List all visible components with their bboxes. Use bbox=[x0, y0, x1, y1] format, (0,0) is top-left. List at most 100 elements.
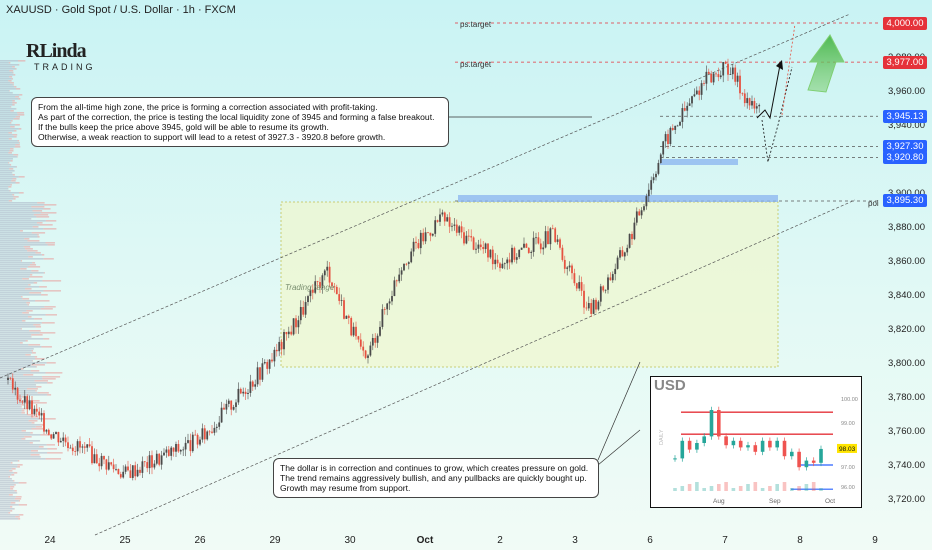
candle-body bbox=[203, 428, 206, 440]
volume-profile-bar bbox=[13, 74, 16, 76]
candle-body bbox=[295, 318, 297, 328]
volume-profile-bar bbox=[0, 274, 30, 276]
volume-profile-bar bbox=[0, 508, 15, 510]
volume-profile-bar bbox=[0, 404, 22, 406]
x-tick-label: 6 bbox=[647, 535, 653, 546]
volume-profile-bar bbox=[22, 312, 29, 314]
candle-body bbox=[364, 350, 367, 358]
candle-body bbox=[191, 434, 194, 452]
volume-profile-bar bbox=[31, 334, 43, 336]
volume-profile-bar bbox=[42, 376, 61, 378]
candle-body bbox=[667, 134, 669, 144]
volume-profile-bar bbox=[0, 198, 14, 200]
candle-body bbox=[187, 440, 189, 443]
volume-profile-bar bbox=[0, 118, 14, 120]
candle-body bbox=[511, 247, 513, 263]
volume-profile-bar bbox=[0, 452, 48, 454]
volume-profile-bar bbox=[17, 466, 20, 468]
volume-profile-bar bbox=[33, 324, 41, 326]
volume-profile-bar bbox=[0, 242, 46, 244]
volume-profile-bar bbox=[11, 120, 13, 122]
candle-body bbox=[503, 263, 506, 265]
inset-candle-body bbox=[746, 445, 750, 448]
candle-body bbox=[571, 265, 573, 274]
volume-profile-bar bbox=[0, 168, 10, 170]
volume-profile-bar bbox=[37, 202, 45, 204]
candle-body bbox=[38, 411, 41, 416]
volume-profile-bar bbox=[0, 248, 26, 250]
candle-body bbox=[31, 400, 33, 415]
candle-body bbox=[655, 173, 657, 178]
volume-profile-bar bbox=[43, 204, 57, 206]
candle-body bbox=[700, 83, 703, 95]
volume-profile-bar bbox=[8, 132, 13, 134]
volume-profile-bar bbox=[20, 342, 23, 344]
inset-x-tick: Aug bbox=[713, 498, 725, 505]
volume-profile-bar bbox=[35, 390, 37, 392]
volume-profile-bar bbox=[0, 206, 32, 208]
volume-profile-bar bbox=[9, 168, 14, 170]
volume-profile-bar bbox=[8, 494, 13, 496]
volume-profile-bar bbox=[41, 346, 52, 348]
candle-body bbox=[247, 392, 249, 394]
candle-body bbox=[249, 381, 252, 393]
candle-body bbox=[417, 243, 420, 249]
inset-volume-bar bbox=[673, 488, 677, 491]
inset-candle-body bbox=[790, 451, 794, 457]
candle-body bbox=[631, 233, 633, 240]
volume-profile-bar bbox=[0, 454, 31, 456]
price-levels bbox=[455, 22, 878, 202]
candle-body bbox=[151, 455, 153, 468]
volume-profile-bar bbox=[31, 450, 38, 452]
candle-body bbox=[652, 177, 655, 181]
inset-title: USD bbox=[654, 377, 686, 394]
volume-profile-bar bbox=[0, 188, 9, 190]
volume-profile-bar bbox=[39, 332, 56, 334]
volume-profile-bar bbox=[12, 178, 17, 180]
y-tick-label: 3,940.00 bbox=[888, 120, 925, 131]
candle-body bbox=[491, 249, 494, 265]
volume-profile-bar bbox=[0, 284, 29, 286]
candle-body bbox=[309, 289, 312, 297]
volume-profile-bar bbox=[0, 306, 45, 308]
volume-profile-bar bbox=[0, 246, 24, 248]
volume-profile-bar bbox=[0, 258, 44, 260]
volume-profile-bar bbox=[0, 492, 17, 494]
candle-body bbox=[743, 93, 746, 104]
volume-profile-bar bbox=[0, 138, 9, 140]
candle-body bbox=[717, 74, 720, 78]
note-line: The trend remains aggressively bullish, … bbox=[280, 473, 587, 483]
volume-profile-bar bbox=[26, 388, 38, 390]
candle-body bbox=[559, 239, 561, 248]
volume-profile-bar bbox=[0, 456, 41, 458]
volume-profile-bar bbox=[10, 164, 12, 166]
candle-body bbox=[359, 339, 362, 347]
candle-body bbox=[647, 189, 650, 197]
candle-body bbox=[398, 274, 401, 282]
candle-body bbox=[81, 446, 84, 448]
volume-profile-bar bbox=[0, 518, 19, 520]
volume-profile-bar bbox=[23, 246, 31, 248]
volume-profile-bar bbox=[39, 286, 47, 288]
candle-body bbox=[182, 449, 185, 451]
candle-body bbox=[400, 270, 403, 275]
volume-profile-bar bbox=[0, 110, 11, 112]
volume-profile-bar bbox=[42, 280, 62, 282]
volume-profile-bar bbox=[0, 178, 13, 180]
volume-profile-bar bbox=[0, 506, 10, 508]
volume-profile-bar bbox=[0, 190, 10, 192]
candle-body bbox=[7, 377, 9, 380]
candle-body bbox=[103, 455, 105, 460]
volume-profile-bar bbox=[31, 206, 45, 208]
volume-profile-bar bbox=[35, 300, 50, 302]
candle-body bbox=[122, 471, 125, 478]
volume-profile-bar bbox=[8, 90, 10, 92]
candle-body bbox=[597, 301, 600, 310]
volume-profile-bar bbox=[0, 130, 15, 132]
volume-profile-bar bbox=[10, 148, 14, 150]
volume-profile-bar bbox=[0, 268, 21, 270]
inset-volume-bar bbox=[790, 488, 794, 491]
candle-body bbox=[705, 71, 708, 84]
candle-body bbox=[391, 296, 393, 302]
